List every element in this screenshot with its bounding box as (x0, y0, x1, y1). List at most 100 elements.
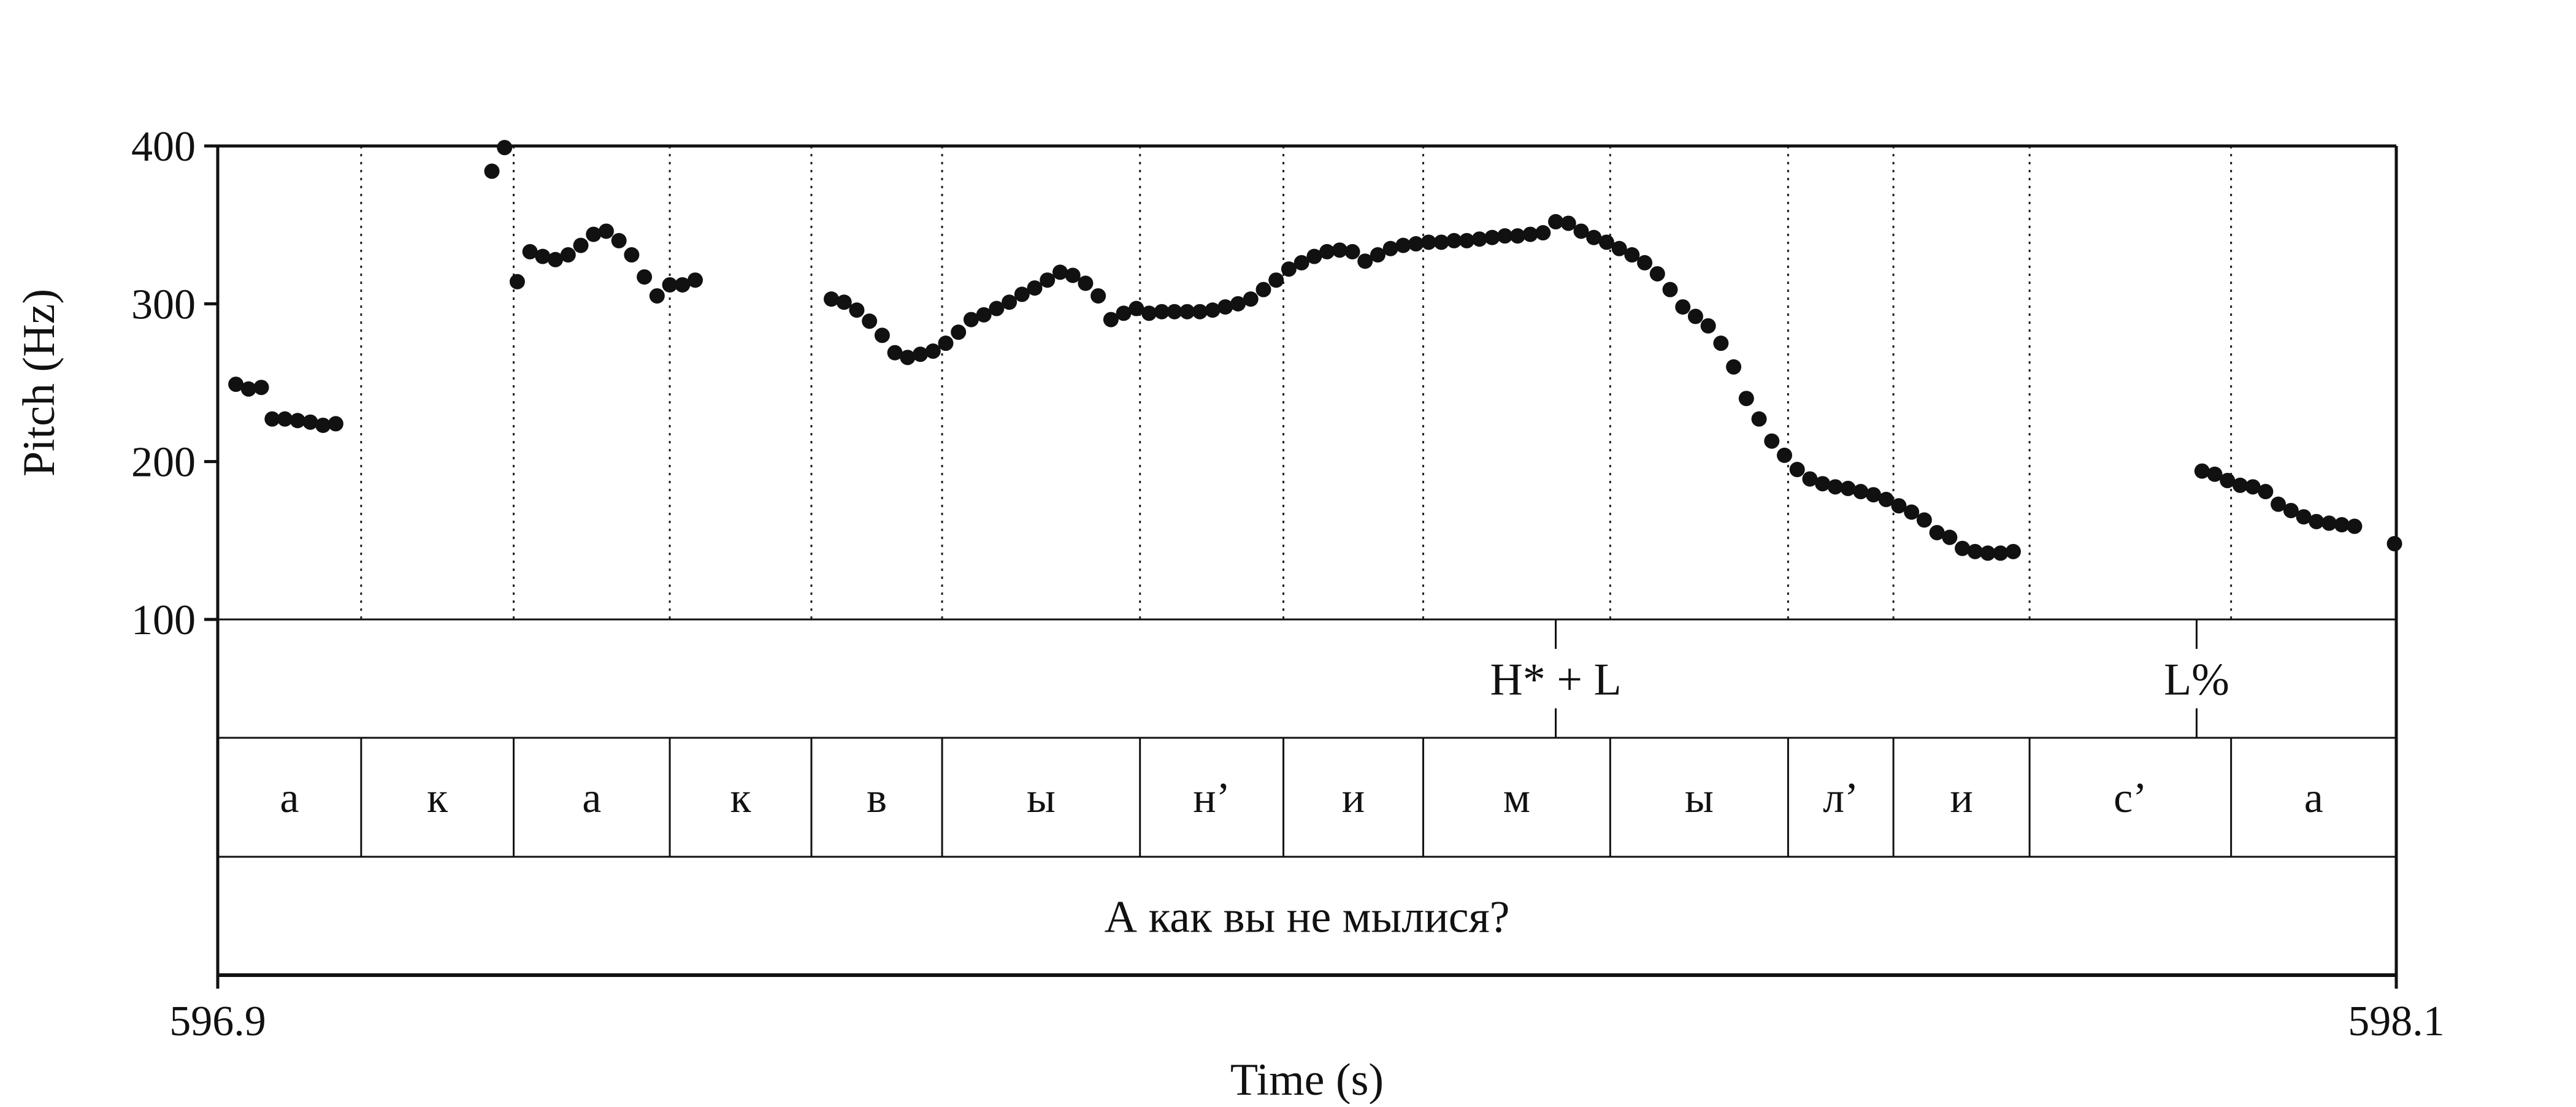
pitch-point (484, 163, 500, 179)
pitch-point (963, 312, 979, 328)
segment-label: а (280, 775, 299, 822)
pitch-point (662, 277, 678, 293)
pitch-point (1217, 299, 1233, 315)
pitch-point (2258, 484, 2274, 500)
pitch-point (836, 294, 852, 310)
segment-boundary-lines (360, 146, 2233, 619)
pitch-point (1078, 275, 1094, 291)
pitch-point (1726, 359, 1742, 375)
pitch-point (497, 140, 513, 156)
segment-label: к (730, 775, 751, 822)
pitch-point (1192, 304, 1208, 320)
pitch-point (1446, 232, 1462, 248)
pitch-point (1598, 234, 1614, 250)
pitch-point (598, 223, 614, 239)
pitch-point (624, 247, 640, 263)
pitch-point (1815, 476, 1831, 492)
pitch-point (1306, 248, 1322, 264)
pitch-point (1878, 491, 1894, 507)
pitch-point (687, 272, 703, 288)
pitch-point (823, 291, 839, 307)
pitch-point (2347, 518, 2363, 534)
pitch-point (1281, 261, 1297, 277)
pitch-point (1535, 225, 1551, 241)
segment-label: л’ (1823, 775, 1858, 822)
pitch-point (1027, 280, 1043, 296)
pitch-point (1319, 243, 1335, 259)
pitch-point (1560, 215, 1576, 231)
pitch-point (913, 347, 929, 362)
pitch-point (2334, 517, 2350, 533)
pitch-point (1129, 301, 1144, 316)
pitch-point (2386, 535, 2402, 551)
pitch-point (2321, 515, 2337, 531)
annotation-tiers: H* + L L% а к а к в ы н’ и м ы л’ и с’ а А как вы не мыл… (280, 619, 2323, 943)
segment-label: а (582, 775, 601, 822)
pitch-point (1395, 237, 1411, 253)
pitch-point (1205, 302, 1221, 318)
pitch-point (1332, 242, 1347, 258)
pitch-point (1980, 545, 1996, 561)
y-tick-label: 200 (131, 439, 196, 486)
pitch-point (1141, 305, 1157, 321)
segment-label: м (1503, 775, 1530, 822)
pitch-points (228, 140, 2402, 561)
pitch-point (1637, 255, 1653, 270)
pitch-point (1370, 247, 1386, 263)
pitch-point (976, 307, 992, 323)
y-axis-title: Pitch (Hz) (14, 289, 64, 477)
tone-label: H* + L (1490, 655, 1621, 705)
x-tick-label: 596.9 (169, 998, 266, 1045)
pitch-point (1052, 264, 1068, 280)
pitch-point (1738, 391, 1754, 407)
segment-label: ы (1685, 775, 1714, 822)
pitch-point (1014, 286, 1030, 302)
pitch-point (1294, 255, 1309, 270)
pitch-point (1167, 304, 1183, 320)
pitch-point (989, 301, 1005, 316)
pitch-point (1103, 312, 1119, 328)
pitch-point (522, 243, 538, 259)
pitch-point (228, 377, 244, 393)
pitch-point (1459, 232, 1474, 248)
pitch-point (1154, 304, 1170, 320)
pitch-point (509, 274, 525, 289)
pitch-point (2220, 473, 2236, 489)
pitch-point (874, 328, 890, 343)
pitch-point (1929, 524, 1945, 540)
pitch-point (1611, 240, 1627, 256)
x-tick-label: 598.1 (2348, 998, 2445, 1045)
pitch-point (1357, 253, 1373, 269)
pitch-point (649, 288, 665, 304)
pitch-point (315, 417, 331, 433)
pitch-point (1624, 247, 1640, 263)
pitch-point (1675, 299, 1691, 315)
pitch-point (675, 277, 691, 293)
pitch-point (1433, 234, 1449, 250)
pitch-point (253, 380, 269, 396)
pitch-point (1471, 231, 1487, 247)
pitch-point (302, 414, 318, 430)
pitch-point (951, 324, 967, 340)
pitch-point (611, 232, 627, 248)
pitch-point (277, 411, 293, 427)
pitch-point (637, 269, 653, 285)
pitch-point (1789, 462, 1805, 478)
pitch-point (2245, 479, 2261, 495)
segment-label: к (427, 775, 448, 822)
pitch-point (862, 313, 878, 329)
pitch-point (535, 248, 551, 264)
segment-label: в (867, 775, 887, 822)
pitch-point (1509, 228, 1525, 244)
pitch-point (1662, 282, 1678, 297)
pitch-point (2232, 477, 2248, 493)
pitch-point (560, 247, 576, 263)
y-tick-label: 300 (131, 281, 196, 328)
pitch-point (1764, 433, 1780, 449)
pitch-point (1420, 234, 1436, 250)
pitch-point (1116, 305, 1132, 321)
pitch-point (1065, 267, 1081, 283)
pitch-point (1700, 318, 1716, 334)
pitch-point (1840, 480, 1856, 496)
